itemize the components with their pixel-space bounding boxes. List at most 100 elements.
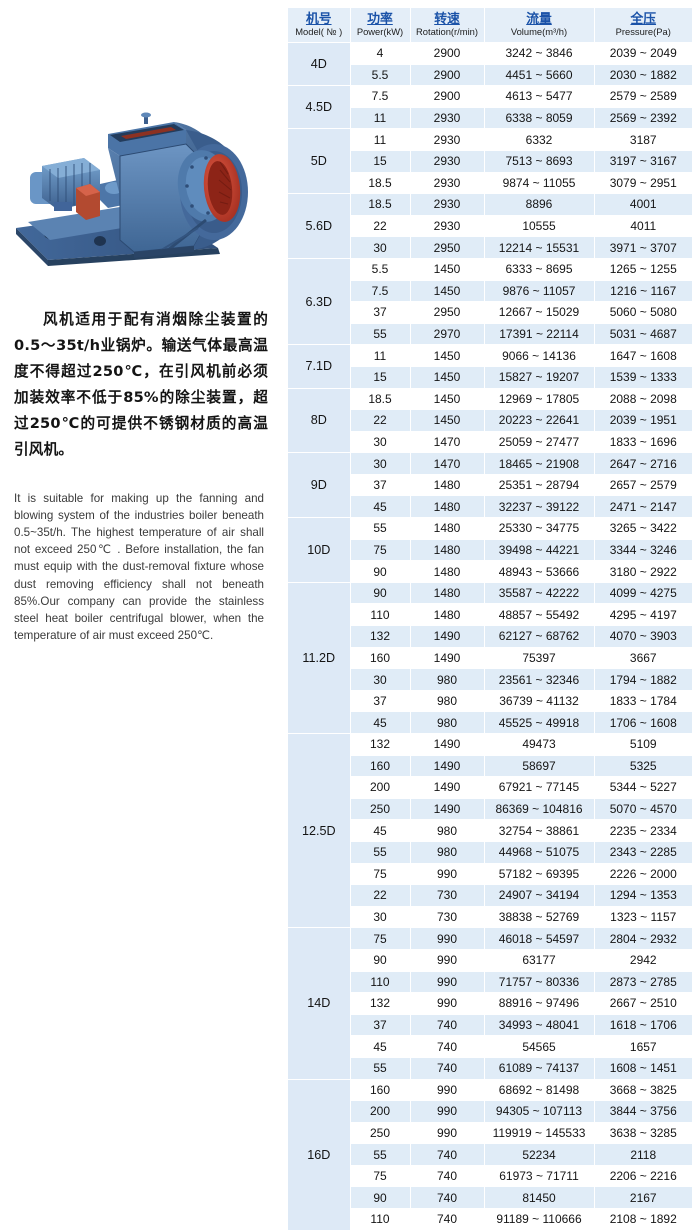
table-row: 90 990 63177 2942 (288, 949, 692, 972)
cell-rotation: 990 (410, 949, 485, 972)
cell-rotation: 1470 (410, 452, 485, 475)
cell-pressure: 4099 ~ 4275 (594, 581, 692, 605)
cell-volume: 94305 ~ 107113 (484, 1100, 595, 1123)
table-header-row: 机号 Model( № ) 功率 Power(kW) 转速 Rotation(r… (288, 8, 692, 43)
table-row: 18.5 2930 9874 ~ 11055 3079 ~ 2951 (288, 172, 692, 195)
cell-power: 22 (350, 884, 411, 907)
cell-rotation: 2930 (410, 172, 485, 195)
cell-rotation: 740 (410, 1143, 485, 1166)
cell-rotation: 990 (410, 927, 485, 950)
cell-rotation: 980 (410, 819, 485, 842)
cell-rotation: 990 (410, 971, 485, 994)
cell-rotation: 1490 (410, 776, 485, 799)
cell-pressure: 2118 (594, 1143, 692, 1166)
cell-power: 30 (350, 452, 411, 475)
cell-model: 10D (288, 517, 351, 583)
cell-volume: 25330 ~ 34775 (484, 517, 595, 540)
cell-power: 45 (350, 495, 411, 519)
cell-pressure: 1706 ~ 1608 (594, 711, 692, 734)
cell-power: 90 (350, 949, 411, 972)
cell-rotation: 1480 (410, 539, 485, 562)
cell-pressure: 2030 ~ 1882 (594, 64, 692, 87)
cell-power: 90 (350, 1186, 411, 1210)
column-header-power-en: Power(kW) (356, 26, 404, 38)
table-row: 16D 160 990 68692 ~ 81498 3668 ~ 3825 (288, 1078, 692, 1231)
cell-power: 45 (350, 819, 411, 842)
cell-rotation: 1450 (410, 280, 485, 303)
cell-pressure: 2569 ~ 2392 (594, 107, 692, 130)
column-header-model-en: Model( № ) (295, 26, 343, 38)
cell-pressure: 1833 ~ 1784 (594, 690, 692, 713)
cell-volume: 48857 ~ 55492 (484, 603, 595, 627)
cell-power: 45 (350, 1035, 411, 1058)
cell-volume: 86369 ~ 104816 (484, 798, 595, 821)
cell-pressure: 2039 ~ 2049 (594, 42, 692, 65)
cell-volume: 12969 ~ 17805 (484, 387, 595, 411)
table-header: 机号 Model( № ) 功率 Power(kW) 转速 Rotation(r… (288, 8, 692, 43)
table-row: 250 1490 86369 ~ 104816 5070 ~ 4570 (288, 798, 692, 821)
cell-power: 5.5 (350, 64, 411, 87)
cell-power: 75 (350, 1165, 411, 1188)
column-header-power: 功率 Power(kW) (350, 8, 411, 43)
cell-power: 30 (350, 431, 411, 454)
cell-rotation: 2900 (410, 85, 485, 108)
table-row: 37 740 34993 ~ 48041 1618 ~ 1706 (288, 1014, 692, 1037)
cell-rotation: 740 (410, 1165, 485, 1188)
cell-rotation: 980 (410, 711, 485, 734)
cell-pressure: 2471 ~ 2147 (594, 495, 692, 519)
cell-power: 55 (350, 323, 411, 346)
table-row: 8D 18.5 1450 12969 ~ 17805 2088 ~ 2098 (288, 387, 692, 454)
cell-rotation: 1480 (410, 474, 485, 497)
description-chinese: 风机适用于配有消烟除尘装置的0.5～35t/h业锅炉。输送气体最高温度不得超过2… (14, 310, 268, 458)
table-body: 4D 4 2900 3242 ~ 3846 2039 ~ 2049 5.5 2900 4451… (288, 41, 692, 1231)
cell-pressure: 5325 (594, 755, 692, 778)
cell-power: 37 (350, 301, 411, 324)
cell-power: 37 (350, 690, 411, 713)
cell-power: 55 (350, 1143, 411, 1166)
cell-volume: 4451 ~ 5660 (484, 64, 595, 87)
cell-volume: 54565 (484, 1035, 595, 1058)
cell-pressure: 4001 (594, 193, 692, 216)
specification-table: 机号 Model( № ) 功率 Power(kW) 转速 Rotation(r… (288, 8, 692, 1231)
cell-power: 4 (350, 42, 411, 65)
table-row: 55 980 44968 ~ 51075 2343 ~ 2285 (288, 841, 692, 864)
cell-volume: 68692 ~ 81498 (484, 1078, 595, 1102)
cell-power: 30 (350, 668, 411, 691)
table-row: 30 2950 12214 ~ 15531 3971 ~ 3707 (288, 236, 692, 259)
cell-rotation: 2900 (410, 42, 485, 65)
cell-pressure: 1323 ~ 1157 (594, 906, 692, 929)
cell-model: 7.1D (288, 344, 351, 389)
cell-pressure: 5344 ~ 5227 (594, 776, 692, 799)
cell-pressure: 5109 (594, 733, 692, 756)
cell-power: 110 (350, 603, 411, 627)
cell-volume: 7513 ~ 8693 (484, 150, 595, 173)
table-row: 14D 75 990 46018 ~ 54597 2804 ~ 2932 (288, 927, 692, 1080)
cell-volume: 45525 ~ 49918 (484, 711, 595, 734)
cell-rotation: 990 (410, 1078, 485, 1102)
cell-volume: 20223 ~ 22641 (484, 409, 595, 432)
cell-pressure: 2167 (594, 1186, 692, 1210)
cell-power: 18.5 (350, 193, 411, 216)
cell-pressure: 1265 ~ 1255 (594, 257, 692, 281)
cell-volume: 52234 (484, 1143, 595, 1166)
table-row: 110 1480 48857 ~ 55492 4295 ~ 4197 (288, 603, 692, 627)
table-row: 4.5D 7.5 2900 4613 ~ 5477 2579 ~ 2589 (288, 85, 692, 130)
cell-power: 45 (350, 711, 411, 734)
table-row: 30 1470 25059 ~ 27477 1833 ~ 1696 (288, 431, 692, 454)
cell-volume: 6332 (484, 128, 595, 151)
cell-power: 132 (350, 625, 411, 648)
cell-volume: 32237 ~ 39122 (484, 495, 595, 519)
table-row: 45 1480 32237 ~ 39122 2471 ~ 2147 (288, 495, 692, 519)
cell-pressure: 1833 ~ 1696 (594, 431, 692, 454)
cell-rotation: 980 (410, 841, 485, 864)
cell-power: 22 (350, 409, 411, 432)
cell-power: 30 (350, 906, 411, 929)
cell-power: 7.5 (350, 280, 411, 303)
cell-power: 75 (350, 539, 411, 562)
table-row: 37 1480 25351 ~ 28794 2657 ~ 2579 (288, 474, 692, 497)
cell-model: 14D (288, 927, 351, 1080)
cell-power: 160 (350, 755, 411, 778)
cell-rotation: 730 (410, 884, 485, 907)
table-row: 4D 4 2900 3242 ~ 3846 2039 ~ 2049 (288, 41, 692, 87)
cell-power: 90 (350, 581, 411, 605)
